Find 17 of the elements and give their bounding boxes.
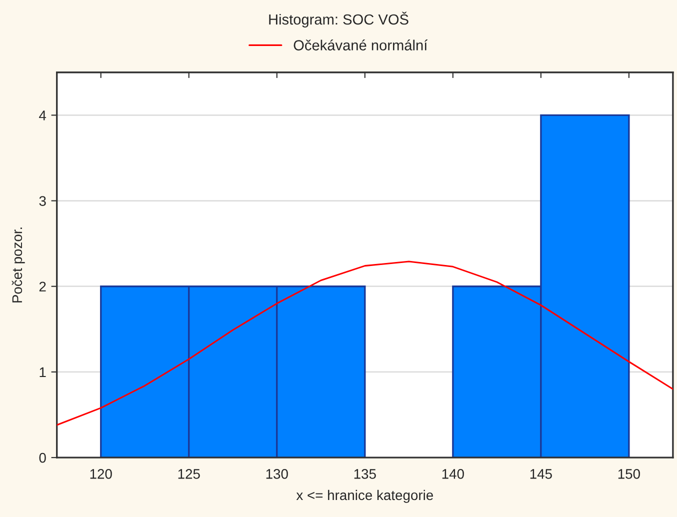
y-tick-label: 0 (39, 452, 46, 463)
y-tick-label: 1 (40, 367, 46, 377)
y-tick-label: 4 (39, 110, 46, 120)
legend-label: Očekávané normální (294, 40, 428, 50)
x-tick-label: 140 (442, 469, 464, 479)
x-tick-label: 145 (530, 469, 552, 479)
y-axis-title: Počet pozor. (12, 228, 25, 302)
x-axis-title: x <= hranice kategorie (296, 490, 434, 503)
x-tick-label: 150 (618, 469, 640, 479)
x-tick-label: 120 (90, 469, 112, 479)
x-tick-label: 125 (178, 469, 200, 479)
x-tick-label: 135 (354, 469, 376, 479)
y-tick-label: 3 (39, 196, 46, 206)
chart-title: Histogram: SOC VOŠ (269, 12, 408, 28)
line-series (56, 260, 673, 426)
y-tick-label: 2 (39, 282, 46, 292)
x-tick-label: 130 (266, 469, 288, 479)
